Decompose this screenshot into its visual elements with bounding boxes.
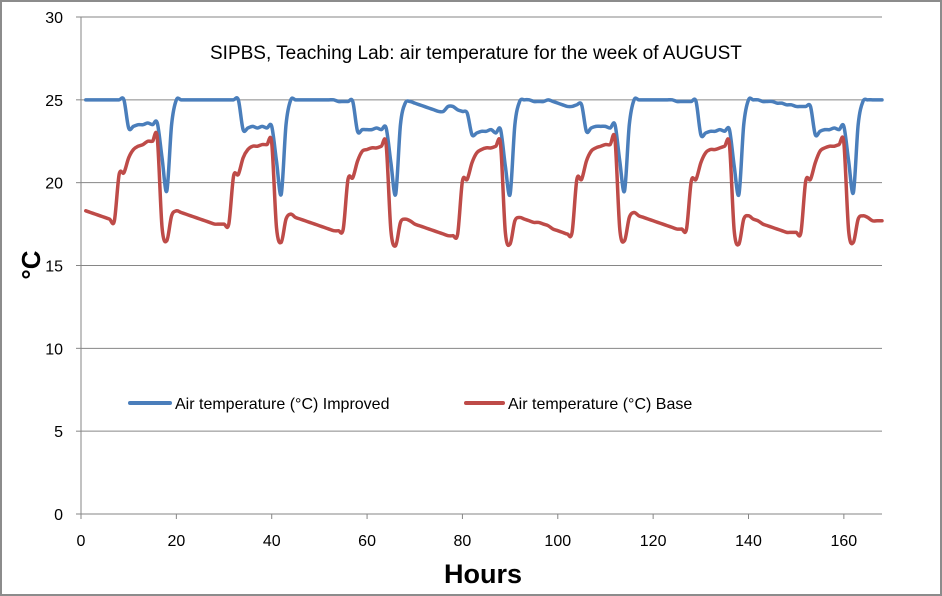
y-axis-label: °C	[16, 250, 46, 279]
chart-title: SIPBS, Teaching Lab: air temperature for…	[210, 43, 742, 64]
y-tick-label: 30	[45, 10, 63, 27]
y-tick-label: 0	[54, 507, 63, 524]
x-tick-label: 100	[544, 533, 571, 550]
x-tick-label: 120	[640, 533, 667, 550]
x-axis-label: Hours	[444, 559, 522, 589]
x-tick-label: 60	[358, 533, 376, 550]
x-tick-label: 80	[454, 533, 472, 550]
series-line-improved	[84, 96, 884, 198]
y-tick-label: 10	[45, 341, 63, 358]
y-tick-label: 20	[45, 176, 63, 193]
x-tick-label: 0	[77, 533, 86, 550]
series-line-base	[84, 130, 884, 248]
axes	[76, 17, 882, 519]
legend-label-base: Air temperature (°C) Base	[508, 396, 692, 413]
x-tick-label: 40	[263, 533, 281, 550]
x-tick-label: 140	[735, 533, 762, 550]
y-tick-label: 15	[45, 259, 63, 276]
x-tick-label: 160	[831, 533, 858, 550]
y-ticks: 0 5 10 15 20 25 30	[45, 10, 81, 524]
y-tick-label: 5	[54, 424, 63, 441]
legend: Air temperature (°C) Improved Air temper…	[128, 396, 692, 413]
series-layer	[84, 96, 884, 248]
legend-item-base[interactable]: Air temperature (°C) Base	[464, 396, 692, 413]
x-ticks: 0 20 40 60 80 100 120 140 160	[77, 514, 858, 550]
y-tick-label: 25	[45, 93, 63, 110]
legend-item-improved[interactable]: Air temperature (°C) Improved	[128, 396, 389, 413]
x-tick-label: 20	[167, 533, 185, 550]
legend-label-improved: Air temperature (°C) Improved	[175, 396, 389, 413]
